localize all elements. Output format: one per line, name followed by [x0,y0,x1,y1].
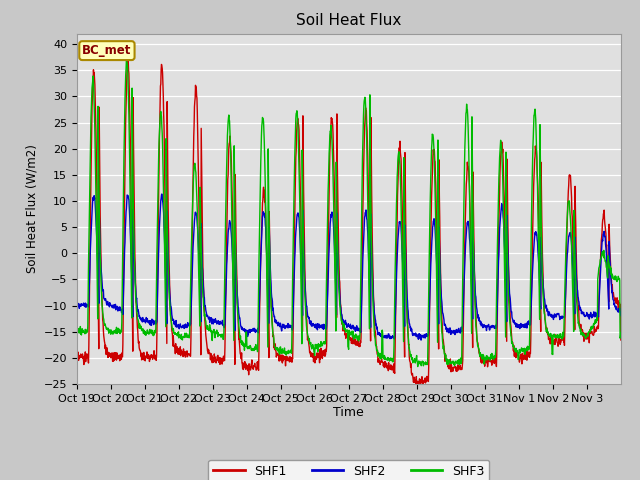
SHF2 [73,305,81,311]
X-axis label: Time: Time [333,407,364,420]
SHF2 [158,191,166,197]
SHF3 [617,330,625,336]
Title: Soil Heat Flux: Soil Heat Flux [296,13,401,28]
SHF3 [477,354,485,360]
SHF1 [335,250,342,256]
SHF1 [413,384,420,389]
SHF2 [417,337,425,343]
SHF1 [617,337,625,343]
SHF3 [158,131,166,136]
SHF3 [123,57,131,62]
SHF2 [611,300,618,306]
SHF3 [414,364,422,370]
SHF1 [611,296,618,302]
SHF2 [617,313,625,319]
SHF1 [124,51,132,57]
SHF1 [158,65,166,71]
SHF3 [73,332,81,337]
SHF3 [611,276,618,282]
SHF3 [324,179,332,184]
SHF2 [324,265,332,271]
SHF2 [557,313,565,319]
Legend: SHF1, SHF2, SHF3: SHF1, SHF2, SHF3 [209,460,489,480]
SHF2 [158,193,166,199]
SHF1 [477,353,485,359]
SHF3 [335,283,342,289]
SHF1 [73,350,81,356]
SHF1 [557,337,565,343]
SHF2 [335,273,342,279]
Line: SHF2: SHF2 [77,194,621,340]
Line: SHF1: SHF1 [77,54,621,386]
Line: SHF3: SHF3 [77,60,621,367]
Y-axis label: Soil Heat Flux (W/m2): Soil Heat Flux (W/m2) [25,144,38,273]
SHF2 [477,323,485,329]
Text: BC_met: BC_met [82,44,132,57]
SHF1 [324,225,332,230]
SHF3 [557,334,565,339]
